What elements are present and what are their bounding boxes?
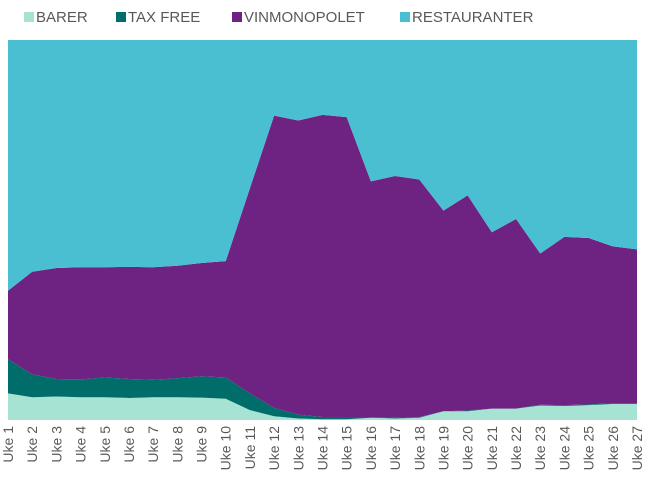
legend-item-barer: BARER: [24, 9, 88, 26]
x-tick-label: Uke 26: [605, 426, 621, 471]
x-tick-label: Uke 10: [218, 426, 234, 471]
x-tick-label: Uke 27: [629, 426, 645, 471]
area-series-vinmonopolet: [8, 114, 637, 418]
legend-label: BARER: [36, 9, 88, 26]
area-series-barer: [8, 393, 637, 420]
area-series-tax-free: [8, 359, 637, 420]
x-tick-label: Uke 6: [121, 426, 137, 463]
x-tick-label: Uke 18: [411, 426, 427, 471]
x-tick-label: Uke 14: [315, 426, 331, 471]
chart-legend: BARER TAX FREE VINMONOPOLET RESTAURANTER: [24, 9, 534, 26]
legend-swatch: [400, 12, 410, 22]
chart-plot-area: [8, 40, 637, 420]
x-tick-label: Uke 5: [97, 426, 113, 463]
x-tick-label: Uke 15: [339, 426, 355, 471]
x-tick-label: Uke 24: [556, 426, 572, 471]
x-tick-label: Uke 16: [363, 426, 379, 471]
legend-item-vinmonopolet: VINMONOPOLET: [232, 9, 365, 26]
x-tick-label: Uke 23: [532, 426, 548, 471]
x-axis-tick-labels: Uke 1 Uke 2 Uke 3 Uke 4 Uke 5 Uke 6 Uke 7 Uke 8…: [0, 426, 645, 471]
legend-label: RESTAURANTER: [412, 9, 534, 26]
legend-label: VINMONOPOLET: [244, 9, 365, 26]
x-tick-label: Uke 3: [48, 426, 64, 463]
legend-swatch: [24, 12, 34, 22]
legend-item-tax-free: TAX FREE: [116, 9, 200, 26]
x-tick-label: Uke 25: [581, 426, 597, 471]
x-tick-label: Uke 2: [24, 426, 40, 463]
x-tick-label: Uke 20: [460, 426, 476, 471]
area-series-restauranter: [8, 40, 637, 291]
legend-label: TAX FREE: [128, 9, 200, 26]
x-tick-label: Uke 8: [169, 426, 185, 463]
legend-swatch: [116, 12, 126, 22]
x-tick-label: Uke 1: [0, 426, 16, 463]
x-tick-label: Uke 13: [290, 426, 306, 471]
x-tick-label: Uke 11: [242, 426, 258, 470]
x-tick-label: Uke 22: [508, 426, 524, 471]
x-tick-label: Uke 4: [73, 426, 89, 463]
x-tick-label: Uke 19: [435, 426, 451, 471]
x-tick-label: Uke 9: [194, 426, 210, 463]
x-tick-label: Uke 12: [266, 426, 282, 471]
legend-swatch: [232, 12, 242, 22]
x-tick-label: Uke 21: [484, 426, 500, 471]
x-tick-label: Uke 7: [145, 426, 161, 463]
x-tick-label: Uke 17: [387, 426, 403, 471]
legend-item-restauranter: RESTAURANTER: [400, 9, 534, 26]
